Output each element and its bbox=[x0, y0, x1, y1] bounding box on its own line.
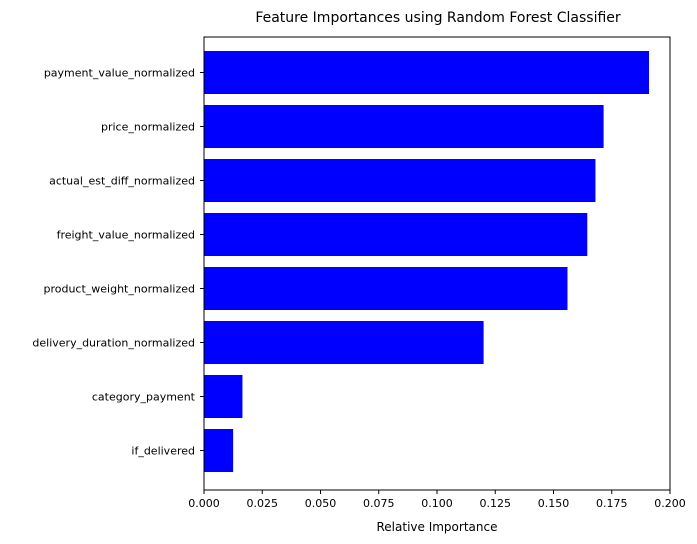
bar bbox=[204, 429, 234, 472]
x-tick-label: 0.050 bbox=[305, 497, 337, 510]
x-axis-label: Relative Importance bbox=[377, 520, 498, 534]
x-tick-label: 0.025 bbox=[247, 497, 279, 510]
y-tick-label: if_delivered bbox=[131, 445, 195, 458]
chart-title: Feature Importances using Random Forest … bbox=[255, 10, 621, 26]
x-tick-label: 0.125 bbox=[480, 497, 512, 510]
x-tick-label: 0.100 bbox=[421, 497, 453, 510]
x-tick-label: 0.150 bbox=[538, 497, 570, 510]
x-axis: 0.000 0.025 0.050 0.075 0.100 0.125 0.150 0.175… bbox=[188, 490, 686, 510]
x-tick-label: 0.000 bbox=[188, 497, 220, 510]
y-tick-label: actual_est_diff_normalized bbox=[49, 175, 195, 188]
y-tick-label: price_normalized bbox=[101, 121, 195, 134]
plot-frame bbox=[203, 36, 671, 491]
bar bbox=[204, 159, 596, 202]
bar bbox=[204, 267, 568, 310]
y-tick-label: delivery_duration_normalized bbox=[32, 337, 195, 350]
bar bbox=[204, 321, 484, 364]
x-tick-label: 0.200 bbox=[654, 497, 686, 510]
y-tick-label: category_payment bbox=[92, 391, 196, 404]
y-tick-label: freight_value_normalized bbox=[57, 229, 195, 242]
bar bbox=[204, 105, 604, 148]
bar bbox=[204, 213, 588, 256]
x-tick-label: 0.175 bbox=[596, 497, 628, 510]
bar bbox=[204, 375, 243, 418]
y-tick-label: product_weight_normalized bbox=[43, 283, 195, 296]
x-tick-label: 0.075 bbox=[363, 497, 395, 510]
bars-group bbox=[204, 51, 650, 472]
y-axis: payment_value_normalized price_normalized… bbox=[32, 67, 204, 458]
y-tick-label: payment_value_normalized bbox=[44, 67, 195, 80]
bar bbox=[204, 51, 650, 94]
